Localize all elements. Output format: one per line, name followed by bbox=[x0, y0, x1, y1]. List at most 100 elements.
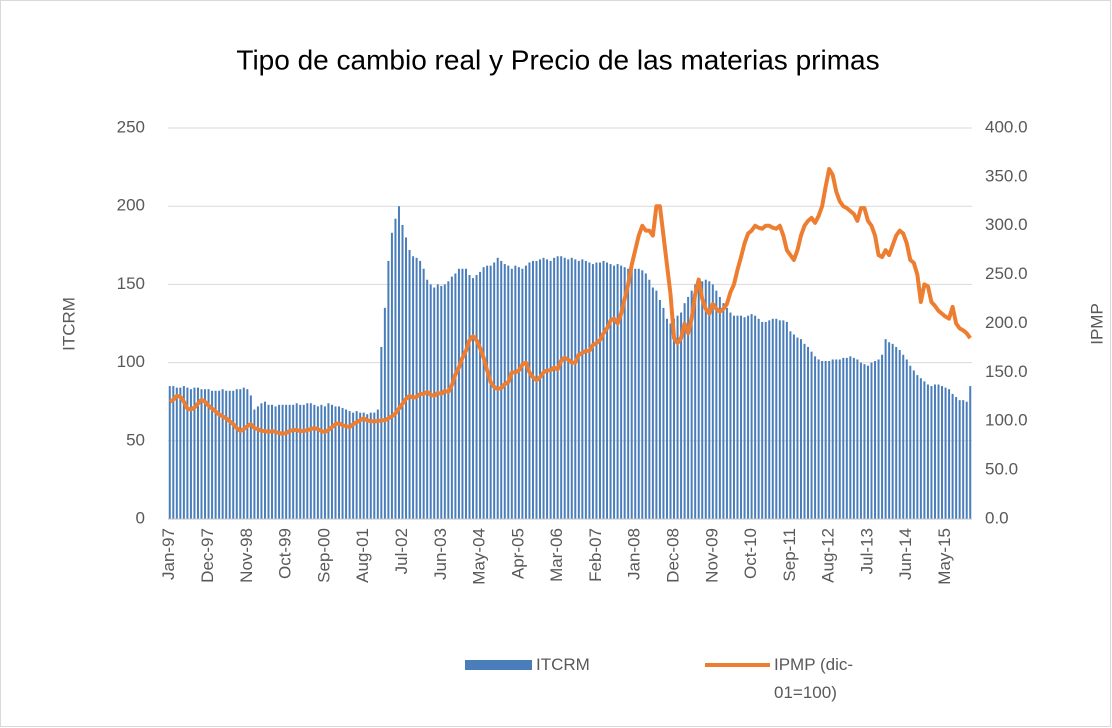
bar bbox=[757, 318, 760, 519]
bar bbox=[937, 384, 940, 519]
bar bbox=[412, 256, 415, 519]
bar bbox=[948, 389, 951, 519]
bar bbox=[690, 290, 693, 519]
y2-tick-label: 250.0 bbox=[985, 264, 1028, 283]
bar bbox=[768, 320, 771, 519]
bar bbox=[637, 268, 640, 519]
bar bbox=[235, 389, 238, 519]
bar bbox=[662, 307, 665, 519]
bar bbox=[323, 406, 326, 519]
bar bbox=[807, 346, 810, 519]
bar bbox=[919, 378, 922, 519]
bar bbox=[761, 321, 764, 519]
bar bbox=[249, 395, 252, 519]
x-tick-label: Apr-05 bbox=[508, 528, 527, 579]
y2-tick-label: 150.0 bbox=[985, 362, 1028, 381]
y2-axis-label: IPMP bbox=[1087, 303, 1106, 345]
bar bbox=[345, 409, 348, 519]
bar bbox=[835, 359, 838, 519]
bar bbox=[472, 278, 475, 519]
bar bbox=[687, 296, 690, 519]
bar bbox=[309, 403, 312, 519]
bar bbox=[771, 318, 774, 519]
bar bbox=[464, 268, 467, 519]
bar bbox=[383, 307, 386, 519]
bar bbox=[729, 312, 732, 519]
bar bbox=[634, 268, 637, 519]
bar bbox=[394, 218, 397, 519]
bar bbox=[718, 296, 721, 519]
bar bbox=[842, 357, 845, 519]
bar bbox=[380, 346, 383, 519]
bar bbox=[253, 409, 256, 519]
bar bbox=[958, 400, 961, 519]
x-tick-label: Jul-13 bbox=[857, 528, 876, 574]
y2-tick-label: 100.0 bbox=[985, 411, 1028, 430]
bar bbox=[792, 334, 795, 519]
bar bbox=[789, 331, 792, 519]
bar bbox=[888, 342, 891, 519]
bar bbox=[182, 386, 185, 519]
bar bbox=[951, 393, 954, 519]
bar bbox=[341, 407, 344, 519]
bar bbox=[591, 264, 594, 519]
bar bbox=[256, 406, 259, 519]
bar bbox=[895, 346, 898, 519]
y-tick-label: 100 bbox=[117, 352, 145, 371]
bar bbox=[845, 357, 848, 519]
bar bbox=[803, 343, 806, 519]
bar bbox=[316, 406, 319, 519]
bar bbox=[553, 257, 556, 519]
bar bbox=[299, 404, 302, 519]
bar bbox=[859, 362, 862, 519]
bar bbox=[701, 281, 704, 519]
bar bbox=[909, 365, 912, 519]
bar bbox=[426, 279, 429, 519]
bar bbox=[207, 389, 210, 519]
bar bbox=[831, 359, 834, 519]
bar bbox=[750, 314, 753, 519]
bar bbox=[740, 315, 743, 519]
bar bbox=[440, 285, 443, 519]
y2-tick-label: 400.0 bbox=[985, 117, 1028, 136]
bar bbox=[468, 275, 471, 519]
bar bbox=[669, 323, 672, 519]
bar bbox=[616, 264, 619, 519]
bar bbox=[327, 403, 330, 519]
bar bbox=[708, 281, 711, 519]
bar bbox=[486, 265, 489, 519]
bar bbox=[644, 273, 647, 519]
bar bbox=[944, 387, 947, 519]
bar bbox=[877, 359, 880, 519]
bar bbox=[218, 390, 221, 519]
bar bbox=[278, 404, 281, 519]
bar bbox=[401, 224, 404, 519]
y-tick-label: 50 bbox=[126, 430, 145, 449]
bar bbox=[810, 351, 813, 519]
legend-label: ITCRM bbox=[536, 655, 590, 674]
bar bbox=[881, 354, 884, 519]
bar bbox=[697, 281, 700, 519]
bar bbox=[489, 265, 492, 519]
bar bbox=[172, 386, 175, 519]
bar bbox=[602, 260, 605, 519]
bar bbox=[796, 337, 799, 519]
x-tick-label: Aug-12 bbox=[819, 528, 838, 583]
bar bbox=[563, 257, 566, 519]
bar bbox=[517, 267, 520, 519]
bar bbox=[334, 406, 337, 519]
bar bbox=[228, 390, 231, 519]
bar bbox=[754, 315, 757, 519]
bar bbox=[743, 317, 746, 519]
bar bbox=[503, 264, 506, 519]
bar bbox=[330, 404, 333, 519]
bar bbox=[574, 259, 577, 519]
x-tick-label: Jan-08 bbox=[625, 528, 644, 580]
bar bbox=[457, 268, 460, 519]
chart-title: Tipo de cambio real y Precio de las mate… bbox=[236, 44, 879, 75]
bar bbox=[433, 287, 436, 519]
bar bbox=[923, 381, 926, 519]
bar bbox=[200, 389, 203, 519]
